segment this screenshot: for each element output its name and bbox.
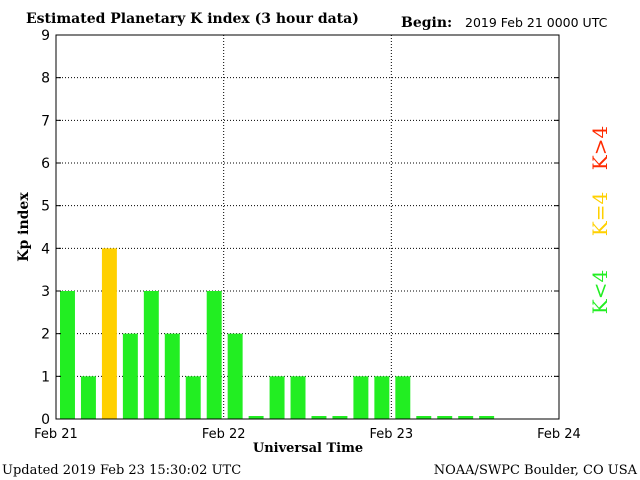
begin-label: Begin: [401,15,452,31]
grid-lines [56,35,559,419]
y-axis: 0 1 2 3 4 5 6 7 8 9 [41,28,559,428]
kp-bar [206,291,222,419]
plot-frame [55,34,560,420]
x-axis: Feb 21 Feb 22 Feb 23 Feb 24 [34,427,581,442]
y-tick-label: 1 [41,369,50,385]
y-tick-label: 7 [41,113,50,129]
kp-bar [353,376,369,419]
x-tick-label: Feb 22 [202,427,246,442]
x-tick-label: Feb 24 [537,427,581,442]
updated-timestamp: Updated 2019 Feb 23 15:30:02 UTC [2,463,241,478]
x-axis-title: Universal Time [253,441,363,456]
kp-bar [227,333,243,419]
y-tick-label: 2 [41,327,50,343]
y-tick-label: 5 [41,199,50,215]
kp-bar [122,333,138,419]
x-tick-label: Feb 23 [369,427,413,442]
kp-bar [143,291,159,419]
kp-bar [185,376,201,419]
kp-bar [290,376,306,419]
legend-item-k-lt-4: K<4 [588,270,612,314]
kp-bar [395,376,411,419]
kp-bar [60,291,75,419]
y-tick-label: 9 [41,28,50,44]
x-tick-label: Feb 21 [34,427,78,442]
y-axis-title: Kp index [16,192,32,262]
kp-bar [416,416,432,419]
kp-bar [101,248,117,419]
kp-bar [164,333,180,419]
credit-text: NOAA/SWPC Boulder, CO USA [434,463,638,478]
y-tick-label: 8 [41,71,50,87]
kp-bar [80,376,96,419]
kp-bar [269,376,285,419]
kp-bar [458,416,474,419]
kp-bar [437,416,453,419]
kp-bar [479,416,495,419]
bars [60,248,495,419]
chart-title: Estimated Planetary K index (3 hour data… [26,11,359,27]
legend-item-k-eq-4: K=4 [588,192,612,236]
y-tick-label: 0 [41,412,50,428]
legend: K>4 K=4 K<4 [588,126,612,314]
kp-bar [374,376,390,419]
kp-bar [248,416,264,419]
begin-value: 2019 Feb 21 0000 UTC [465,15,608,30]
kp-bar [332,416,348,419]
y-tick-label: 6 [41,156,50,172]
legend-item-k-gt-4: K>4 [588,126,612,170]
kp-bar [311,416,327,419]
y-tick-label: 3 [41,284,50,300]
y-tick-label: 4 [41,241,50,257]
